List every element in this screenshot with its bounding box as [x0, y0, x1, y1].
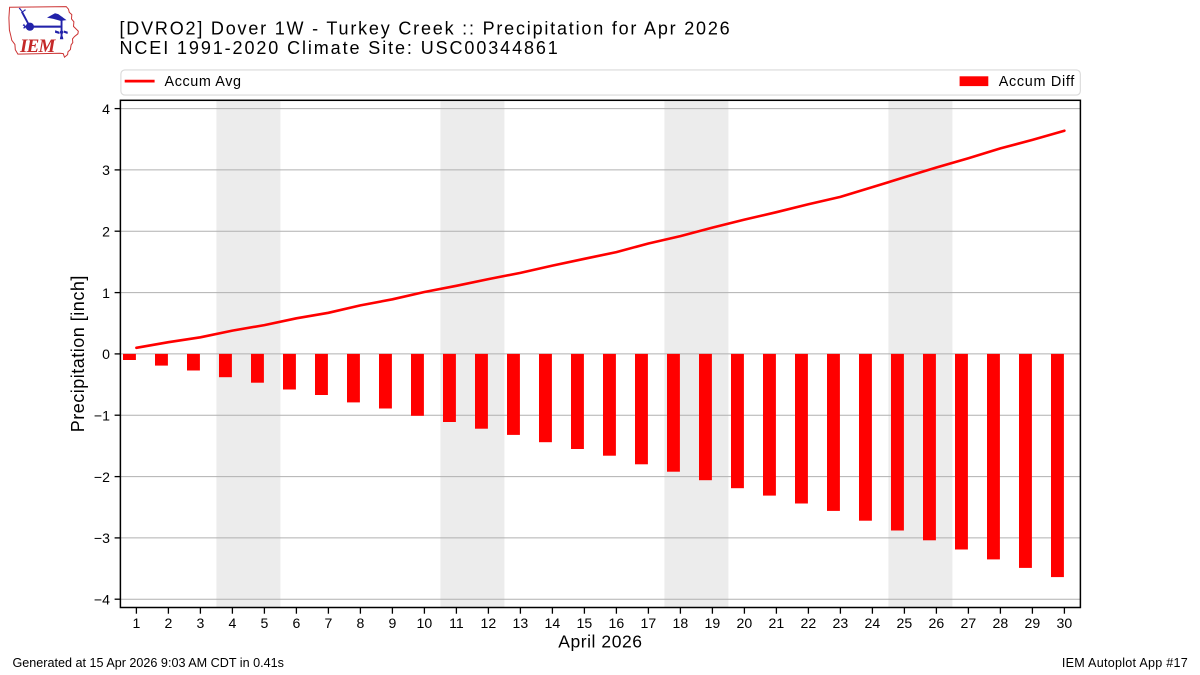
svg-text:13: 13	[513, 615, 529, 631]
svg-text:Generated at 15 Apr 2026 9:03: Generated at 15 Apr 2026 9:03 AM CDT in …	[13, 656, 284, 670]
svg-text:3: 3	[196, 615, 204, 631]
svg-text:18: 18	[673, 615, 689, 631]
svg-text:0: 0	[102, 346, 110, 362]
svg-text:IEM: IEM	[19, 36, 56, 57]
svg-text:5: 5	[260, 615, 268, 631]
svg-text:29: 29	[1025, 615, 1041, 631]
svg-text:−3: −3	[94, 530, 110, 546]
svg-text:4: 4	[102, 101, 110, 117]
svg-text:−4: −4	[94, 591, 110, 607]
svg-text:NCEI 1991-2020 Climate Site: U: NCEI 1991-2020 Climate Site: USC00344861	[120, 38, 560, 58]
svg-text:11: 11	[449, 615, 464, 631]
svg-text:24: 24	[865, 615, 881, 631]
svg-text:1: 1	[102, 285, 110, 301]
svg-text:21: 21	[769, 615, 785, 631]
svg-text:23: 23	[833, 615, 849, 631]
svg-text:1: 1	[132, 615, 140, 631]
svg-text:20: 20	[737, 615, 753, 631]
svg-text:7: 7	[324, 615, 332, 631]
svg-text:28: 28	[993, 615, 1009, 631]
svg-text:15: 15	[577, 615, 593, 631]
svg-text:4: 4	[228, 615, 236, 631]
svg-text:2: 2	[102, 223, 110, 239]
svg-text:25: 25	[897, 615, 913, 631]
svg-text:27: 27	[961, 615, 977, 631]
svg-text:30: 30	[1057, 615, 1073, 631]
svg-text:−1: −1	[94, 407, 110, 423]
svg-text:[DVRO2] Dover 1W - Turkey Cree: [DVRO2] Dover 1W - Turkey Creek :: Preci…	[120, 18, 732, 38]
svg-text:2: 2	[164, 615, 172, 631]
svg-text:Precipitation [inch]: Precipitation [inch]	[68, 275, 88, 432]
svg-text:12: 12	[481, 615, 497, 631]
svg-text:8: 8	[356, 615, 364, 631]
svg-text:Accum Diff: Accum Diff	[999, 74, 1076, 90]
svg-text:10: 10	[417, 615, 433, 631]
svg-text:−2: −2	[94, 469, 110, 485]
svg-text:26: 26	[929, 615, 945, 631]
svg-text:17: 17	[641, 615, 657, 631]
svg-text:Accum Avg: Accum Avg	[165, 74, 242, 90]
svg-text:3: 3	[102, 162, 110, 178]
svg-text:19: 19	[705, 615, 721, 631]
svg-text:6: 6	[292, 615, 300, 631]
svg-text:IEM Autoplot App #17: IEM Autoplot App #17	[1062, 656, 1188, 670]
svg-text:9: 9	[388, 615, 396, 631]
svg-text:14: 14	[545, 615, 561, 631]
svg-text:16: 16	[609, 615, 625, 631]
svg-text:April 2026: April 2026	[558, 632, 642, 652]
svg-text:22: 22	[801, 615, 817, 631]
